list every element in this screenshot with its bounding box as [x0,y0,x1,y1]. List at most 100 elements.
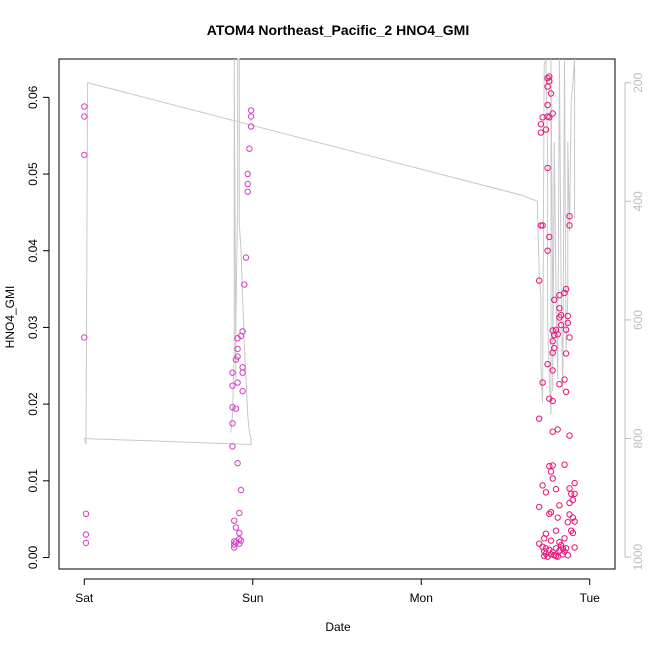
data-point [562,545,570,552]
data-point [536,503,543,511]
data-point [547,90,555,97]
data-point [236,540,243,547]
data-point [561,461,568,468]
data-point [82,510,90,517]
data-point [569,496,577,504]
data-point [232,405,240,412]
data-point [237,537,245,544]
x-axis: Sat Sun Mon Tue [75,578,600,605]
data-point [571,518,578,525]
y2-tick-label: 600 [631,310,645,330]
x-tick-label: Mon [410,591,433,605]
data-point [239,328,246,335]
chart-title: ATOM4 Northeast_Pacific_2 HNO4_GMI [207,22,469,38]
y-tick-label: 0.05 [26,162,40,186]
data-point [539,222,546,229]
data-point [547,509,555,516]
data-point [564,312,571,320]
y-tick-label: 0.06 [26,85,40,109]
data-point [246,145,253,152]
y-axis-label: HNO4_GMI [3,286,17,349]
data-point [236,529,243,537]
y2-tick-label: 200 [631,72,645,92]
data-point [242,254,250,261]
data-point [566,213,573,220]
data-point [544,164,551,172]
data-point [549,110,556,117]
data-point [554,331,561,338]
data-point [234,379,241,386]
data-point [544,101,551,109]
data-point [229,382,236,389]
data-point [568,490,575,497]
data-point [536,540,543,547]
data-point [244,180,251,188]
data-point [537,129,545,136]
data-point [569,514,577,521]
data-point [539,379,546,386]
data-point [244,188,251,195]
data-point [551,344,558,352]
y-axis: 0.00 0.01 0.02 0.03 0.04 0.05 0.06 [26,85,50,569]
y-tick-label: 0.03 [26,315,40,339]
data-point [561,535,568,542]
data-point [537,121,545,128]
data-point [231,517,238,524]
data-point [82,539,90,547]
data-point [544,247,551,254]
data-point [247,123,255,130]
data-point [549,367,556,374]
data-point [571,490,578,497]
data-point [566,485,573,492]
data-point [569,529,577,537]
data-point [536,277,543,284]
data-point [552,486,560,493]
data-point [564,519,571,526]
data-point [566,334,573,341]
y2-tick-label: 1000 [631,543,645,570]
data-point [554,553,561,560]
data-point [542,489,550,496]
data-point [536,415,543,422]
data-point [556,292,563,299]
y-tick-label: 0.04 [26,239,40,263]
data-point [551,296,558,303]
data-point [544,361,551,368]
data-point [241,281,248,288]
pressure-line-2 [84,58,252,446]
data-point [539,482,546,489]
data-point [561,548,568,555]
data-point [566,222,573,229]
data-point [549,338,556,345]
data-point [234,345,241,353]
data-point [561,376,568,383]
data-point [544,83,551,90]
data-point [239,369,246,376]
data-point [566,432,573,439]
plot-frame [58,58,616,570]
data-point [229,443,236,450]
data-point [82,531,90,538]
data-point [556,502,563,509]
data-point [239,364,246,371]
data-point [229,369,236,376]
data-points [81,73,578,560]
data-point [557,321,565,329]
data-point [556,305,563,312]
data-point [549,428,556,435]
data-point [562,326,570,333]
data-point [547,468,555,475]
data-point [566,511,573,518]
data-point [81,103,88,110]
data-point [546,114,553,121]
data-point [557,312,565,319]
data-point [247,107,255,114]
y-tick-label: 0.00 [26,545,40,569]
data-point [549,397,556,405]
data-point [552,527,560,534]
data-point [236,509,243,517]
x-tick-label: Sat [75,591,94,605]
y-tick-label: 0.02 [26,392,40,416]
data-point [546,73,553,80]
